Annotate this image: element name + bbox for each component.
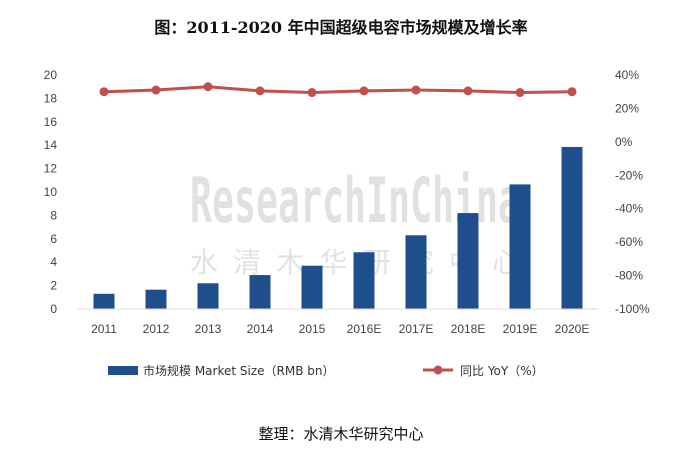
chart-title: 图：2011-2020 年中国超级电容市场规模及增长率 — [154, 18, 528, 37]
yoy-point-2011 — [99, 87, 109, 97]
y-right-tick-label: 40% — [615, 68, 639, 82]
yoy-point-2017E — [411, 85, 421, 95]
yoy-point-2012 — [151, 85, 161, 95]
x-tick-label: 2013 — [195, 322, 222, 336]
y-right-tick-label: -60% — [615, 235, 643, 249]
bar-2015 — [301, 265, 323, 309]
y-left-tick-label: 12 — [44, 162, 58, 176]
x-axis: 2011 2012 2013 2014 2015 2016E 2017E 2018E 2019E… — [91, 322, 589, 336]
y-left-tick-label: 10 — [44, 185, 58, 199]
bar-2012 — [145, 289, 167, 309]
bar-2018E — [457, 213, 479, 309]
y-right-tick-label: -20% — [615, 168, 643, 182]
y-right-tick-label: 0% — [615, 135, 633, 149]
bar-series — [93, 146, 583, 309]
x-tick-label: 2012 — [143, 322, 170, 336]
bar-2016E — [353, 252, 375, 309]
x-tick-label: 2018E — [451, 322, 486, 336]
y-left-tick-label: 2 — [50, 279, 57, 293]
legend-line-label: 同比 YoY（%） — [460, 364, 544, 378]
y-axis-left: 0 2 4 6 8 10 12 14 16 18 20 — [44, 68, 58, 316]
y-left-tick-label: 0 — [50, 302, 57, 316]
legend-line-marker — [433, 365, 443, 375]
yoy-point-2020E — [567, 87, 577, 97]
legend: 市场规模 Market Size（RMB bn） 同比 YoY（%） — [108, 363, 544, 378]
y-right-tick-label: -100% — [615, 302, 650, 316]
y-right-tick-label: -40% — [615, 202, 643, 216]
y-right-tick-label: -80% — [615, 269, 643, 283]
y-left-tick-label: 4 — [50, 255, 57, 269]
line-series — [99, 82, 577, 98]
yoy-point-2019E — [515, 88, 525, 98]
bar-2019E — [509, 184, 531, 309]
y-left-tick-label: 8 — [50, 208, 57, 222]
bar-2017E — [405, 235, 427, 309]
y-left-tick-label: 20 — [44, 68, 58, 82]
yoy-point-2014 — [255, 86, 265, 96]
y-left-tick-label: 18 — [44, 91, 58, 105]
legend-bar-label: 市场规模 Market Size（RMB bn） — [143, 363, 334, 378]
x-tick-label: 2015 — [299, 322, 326, 336]
yoy-point-2015 — [307, 88, 317, 98]
legend-bar-swatch — [108, 366, 138, 375]
x-tick-label: 2017E — [399, 322, 434, 336]
x-tick-label: 2014 — [247, 322, 274, 336]
yoy-point-2018E — [463, 86, 473, 96]
x-tick-label: 2019E — [503, 322, 538, 336]
x-tick-label: 2016E — [347, 322, 382, 336]
y-left-tick-label: 14 — [44, 138, 58, 152]
y-left-tick-label: 16 — [44, 115, 58, 129]
bar-2011 — [93, 293, 115, 309]
y-left-tick-label: 6 — [50, 232, 57, 246]
yoy-point-2016E — [359, 86, 369, 96]
y-right-tick-label: 20% — [615, 101, 639, 115]
y-axis-right: -100% -80% -60% -40% -20% 0% 20% 40% — [615, 68, 650, 316]
x-tick-label: 2020E — [555, 322, 590, 336]
bar-2020E — [561, 146, 583, 309]
yoy-point-2013 — [203, 82, 213, 92]
source-note: 整理：水清木华研究中心 — [258, 425, 424, 443]
bar-2013 — [197, 283, 219, 309]
yoy-line — [103, 85, 573, 95]
x-tick-label: 2011 — [91, 322, 117, 336]
bar-2014 — [249, 275, 271, 309]
